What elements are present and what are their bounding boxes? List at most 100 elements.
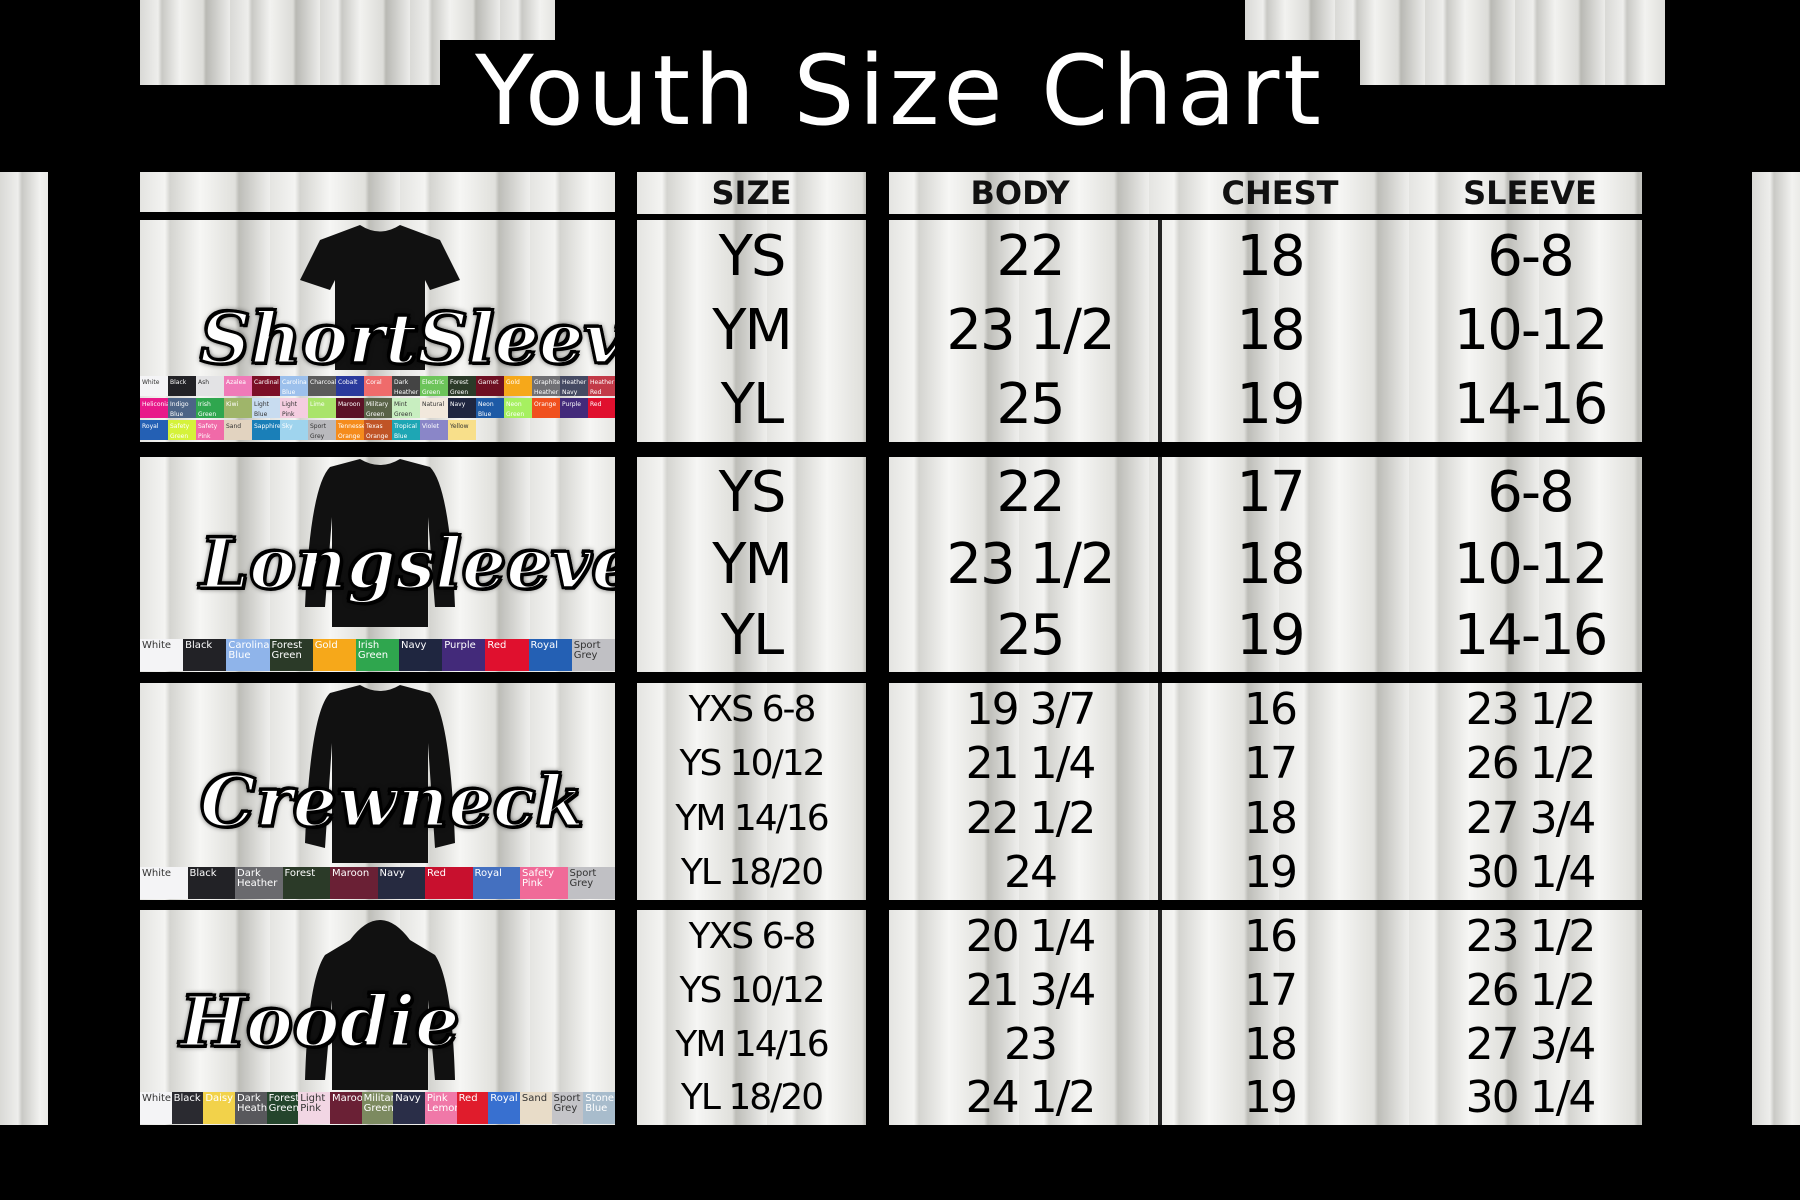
color-swatch[interactable]: Cardinal xyxy=(252,376,280,396)
color-swatch[interactable]: Electric Green xyxy=(420,376,448,396)
color-swatch[interactable]: Sport Grey xyxy=(308,420,336,440)
color-swatch[interactable]: Sport Grey xyxy=(567,867,615,899)
color-swatch[interactable]: Dark Heather xyxy=(234,1092,267,1124)
color-swatch[interactable]: White xyxy=(140,1092,172,1124)
color-swatch[interactable]: Ash xyxy=(196,376,224,396)
color-swatch[interactable]: Tropical Blue xyxy=(392,420,420,440)
color-swatch[interactable]: Safety Pink xyxy=(520,867,568,899)
color-swatch[interactable]: Charcoal xyxy=(308,376,336,396)
color-swatch[interactable]: Lime xyxy=(308,398,336,418)
color-swatch[interactable]: Military Green xyxy=(361,1092,394,1124)
color-swatch[interactable]: Maroon xyxy=(329,1092,362,1124)
color-swatch[interactable]: Dark Heather xyxy=(392,376,420,396)
body-value: 19 3/7 xyxy=(965,684,1097,735)
body-value: 25 xyxy=(996,372,1065,437)
color-swatch[interactable]: Navy xyxy=(393,1092,425,1124)
color-swatch[interactable]: Royal xyxy=(488,1092,520,1124)
sleeve-value: 10-12 xyxy=(1453,531,1609,597)
color-swatch[interactable]: Tennessee Orange xyxy=(336,420,364,440)
color-swatch[interactable]: Graphite Heather xyxy=(532,376,560,396)
color-swatch[interactable]: Cobalt xyxy=(336,376,364,396)
color-swatch[interactable]: Carolina Blue xyxy=(226,639,270,671)
color-swatch[interactable]: Purple xyxy=(442,639,486,671)
color-swatch[interactable]: Royal xyxy=(140,420,168,440)
color-swatch[interactable]: White xyxy=(140,639,184,671)
color-swatch[interactable]: Orange xyxy=(532,398,560,418)
color-swatch[interactable]: Yellow xyxy=(448,420,476,440)
color-swatch[interactable]: Red xyxy=(485,639,529,671)
color-swatch[interactable]: Navy xyxy=(448,398,476,418)
color-swatch[interactable]: Neon Green xyxy=(504,398,532,418)
color-swatch[interactable]: Light Blue xyxy=(252,398,280,418)
color-swatch[interactable]: Sand xyxy=(519,1092,552,1124)
color-swatch[interactable]: Irish Green xyxy=(355,639,400,671)
color-swatch[interactable]: Coral xyxy=(364,376,392,396)
color-swatch[interactable]: Sapphire xyxy=(252,420,280,440)
color-swatch[interactable]: Black xyxy=(187,867,235,899)
color-swatch[interactable]: Mint Green xyxy=(392,398,420,418)
size-cell xyxy=(637,683,866,900)
color-swatch[interactable]: Gold xyxy=(504,376,532,396)
color-swatch[interactable]: Navy xyxy=(399,639,443,671)
color-swatch[interactable]: Daisy xyxy=(203,1092,235,1124)
color-swatch[interactable]: Violet xyxy=(420,420,448,440)
color-swatch[interactable]: Light Pink xyxy=(298,1092,330,1124)
color-swatch[interactable]: Sport Grey xyxy=(551,1092,584,1124)
color-swatch[interactable]: Heather Navy xyxy=(560,376,588,396)
color-swatch[interactable]: White xyxy=(140,376,168,396)
body-value: 23 xyxy=(1004,1018,1058,1070)
color-swatch[interactable]: Navy xyxy=(377,867,425,899)
color-swatch[interactable]: Forest Green xyxy=(266,1092,299,1124)
color-swatch[interactable]: Sport Grey xyxy=(571,639,615,671)
color-swatch[interactable]: White xyxy=(140,867,188,899)
color-swatch[interactable]: Forest Green xyxy=(448,376,476,396)
color-swatch[interactable]: Royal xyxy=(472,867,520,899)
chest-value: 18 xyxy=(1236,531,1305,597)
color-swatch[interactable]: Indigo Blue xyxy=(168,398,196,418)
color-swatch[interactable]: Black xyxy=(171,1092,204,1124)
color-swatch[interactable]: Dark Heather xyxy=(235,867,283,899)
color-swatch[interactable]: Heliconia xyxy=(140,398,168,418)
color-swatch[interactable]: Safety Green xyxy=(168,420,196,440)
color-swatch[interactable]: Texas Orange xyxy=(364,420,392,440)
color-swatch[interactable]: Black xyxy=(168,376,196,396)
color-swatch[interactable]: Red xyxy=(588,398,615,418)
color-swatch[interactable]: Heather Red xyxy=(588,376,615,396)
color-swatch[interactable]: Forest Green xyxy=(269,639,313,671)
color-swatch[interactable]: Azalea xyxy=(224,376,252,396)
sleeve-value: 27 3/4 xyxy=(1465,792,1597,844)
color-swatch[interactable]: Stone Blue xyxy=(583,1092,615,1124)
header-sleeve: SLEEVE xyxy=(1463,174,1597,212)
color-swatch[interactable]: Military Green xyxy=(364,398,392,418)
color-swatch[interactable]: Gold xyxy=(312,639,356,671)
body-value: 24 xyxy=(1004,846,1058,898)
color-swatch[interactable]: Light Pink xyxy=(280,398,308,418)
color-swatch[interactable]: Sky xyxy=(280,420,308,440)
body-value: 25 xyxy=(996,603,1065,669)
color-swatch[interactable]: Black xyxy=(183,639,227,671)
measure-cell xyxy=(889,457,1642,672)
color-swatch[interactable]: Purple xyxy=(560,398,588,418)
header-chest: CHEST xyxy=(1221,174,1339,212)
color-swatch[interactable]: Irish Green xyxy=(196,398,224,418)
size-value: YS xyxy=(718,224,787,289)
color-swatch[interactable]: Natural xyxy=(420,398,448,418)
chest-value: 18 xyxy=(1244,792,1298,844)
color-swatch[interactable]: Pink Lemonade xyxy=(424,1092,457,1124)
color-swatch-row: White Black Dark Heather Forest Maroon Navy Re… xyxy=(140,867,615,899)
color-swatch[interactable]: Red xyxy=(456,1092,489,1124)
color-swatch[interactable]: Red xyxy=(425,867,473,899)
color-swatch[interactable]: Kiwi xyxy=(224,398,252,418)
color-swatch[interactable]: Safety Pink xyxy=(196,420,224,440)
color-swatch[interactable]: Forest xyxy=(282,867,330,899)
size-cell xyxy=(637,910,866,1125)
color-swatch[interactable]: Carolina Blue xyxy=(280,376,308,396)
header-body: BODY xyxy=(970,174,1070,212)
color-swatch[interactable]: Neon Blue xyxy=(476,398,504,418)
color-swatch[interactable]: Maroon xyxy=(336,398,364,418)
column-divider xyxy=(1158,457,1162,672)
color-swatch[interactable]: Garnet xyxy=(476,376,504,396)
color-swatch[interactable]: Royal xyxy=(528,639,572,671)
color-swatch[interactable]: Sand xyxy=(224,420,252,440)
color-swatch[interactable]: Maroon xyxy=(330,867,378,899)
